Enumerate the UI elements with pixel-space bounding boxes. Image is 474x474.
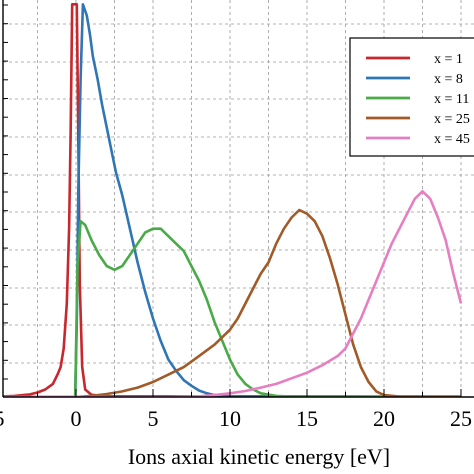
series-line-2 xyxy=(3,3,462,397)
legend-label-4: x = 25 xyxy=(434,112,470,127)
legend: x = 1 x = 8 x = 11 x = 25 x = 45 xyxy=(349,37,474,157)
x-tick-labels: 5 0 5 10 15 20 25 xyxy=(0,406,472,431)
x-tick-label-3: 10 xyxy=(219,406,241,431)
x-tick-label-1: 0 xyxy=(71,406,82,431)
plot-area xyxy=(3,3,463,397)
series-line-4 xyxy=(3,208,462,397)
x-tick-label-0: 5 xyxy=(0,406,5,431)
legend-label-1: x = 1 xyxy=(434,52,463,67)
legend-label-3: x = 11 xyxy=(434,92,469,107)
series-line-3 xyxy=(3,219,462,397)
x-tick-label-6: 25 xyxy=(450,406,472,431)
series-line-1 xyxy=(3,3,462,397)
x-tick-label-5: 20 xyxy=(373,406,395,431)
x-tick-label-4: 15 xyxy=(296,406,318,431)
x-axis-title: Ions axial kinetic energy [eV] xyxy=(128,444,390,469)
x-tick-label-2: 5 xyxy=(148,406,159,431)
axes xyxy=(2,0,474,398)
legend-label-5: x = 45 xyxy=(434,132,470,147)
legend-label-2: x = 8 xyxy=(434,72,463,87)
series-line-5 xyxy=(3,190,463,397)
